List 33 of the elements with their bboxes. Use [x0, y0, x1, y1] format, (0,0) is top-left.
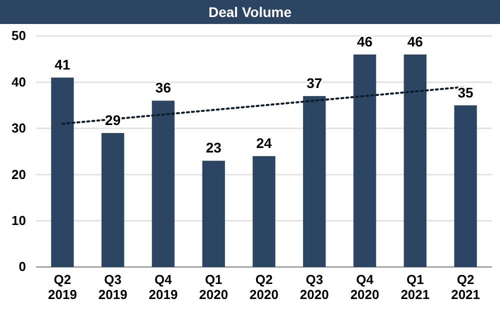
x-tick-label: Q4 2020 [350, 272, 380, 302]
y-tick-label: 20 [12, 166, 26, 182]
data-label: 35 [458, 84, 474, 100]
data-label: 37 [306, 75, 322, 92]
x-tick-label: Q2 2019 [48, 272, 77, 302]
x-tick-label: Q1 2020 [199, 272, 228, 302]
data-label: 46 [356, 33, 373, 50]
data-label: 23 [206, 140, 222, 156]
data-label: 46 [407, 33, 424, 50]
bar [404, 54, 426, 267]
x-tick-label: Q2 2021 [451, 272, 480, 302]
x-tick-label: Q4 2019 [148, 272, 178, 302]
bar [303, 96, 326, 267]
bar [202, 160, 225, 267]
bar [152, 100, 175, 267]
bar [353, 54, 376, 267]
y-tick-label: 50 [12, 28, 26, 44]
x-tick-label: Q2 2020 [250, 272, 278, 302]
y-tick-label: 0 [18, 259, 26, 274]
bar [454, 105, 477, 267]
data-label: 36 [155, 80, 172, 96]
x-tick-label: Q1 2021 [400, 272, 430, 302]
y-tick-label: 30 [12, 120, 26, 136]
y-tick-label: 10 [12, 212, 26, 228]
data-label: 24 [256, 135, 272, 152]
bar [252, 156, 276, 267]
chart-title: Deal Volume [208, 4, 292, 20]
bar [51, 78, 74, 267]
data-label: 41 [54, 56, 70, 73]
y-tick-label: 40 [12, 74, 26, 90]
bar [102, 133, 124, 267]
x-tick-label: Q3 2019 [98, 272, 128, 302]
x-tick-label: Q3 2020 [300, 272, 329, 302]
